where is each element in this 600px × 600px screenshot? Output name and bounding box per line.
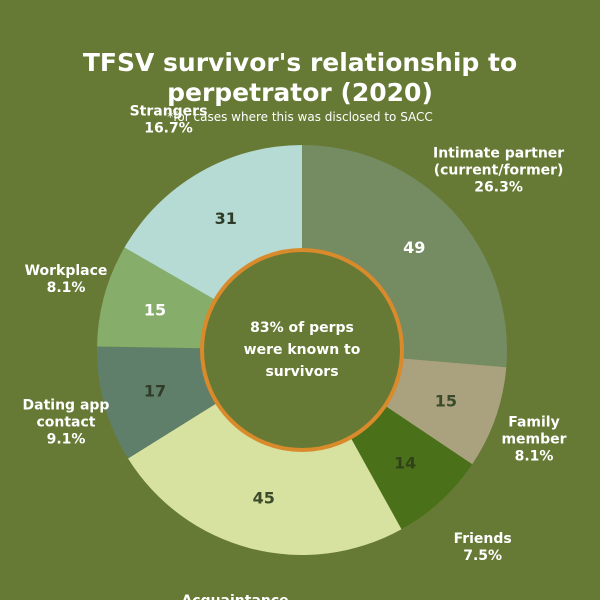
center-text-line: survivors (265, 364, 338, 380)
slice-label-friends: Friends 7.5% (454, 531, 512, 564)
center-text-line: were known to (244, 342, 361, 358)
value-label-family: 15 (435, 392, 457, 411)
slice-family (385, 358, 507, 465)
value-label-acquaintance: 45 (253, 489, 275, 508)
center-circle (200, 248, 404, 452)
center-text-line: 83% of perps (250, 320, 354, 336)
chart-title-line-1: TFSV survivor's relationship to (82, 48, 518, 77)
value-label-strangers: 31 (215, 209, 237, 228)
slice-dating-app (97, 346, 218, 459)
slice-intimate-partner (302, 145, 507, 368)
value-label-dating-app: 17 (144, 382, 166, 401)
slice-label-family: Family member 8.1% (501, 414, 566, 464)
chart-subtitle: *for cases where this was disclosed to S… (167, 110, 433, 124)
slice-workplace (97, 247, 216, 349)
slice-friends (350, 405, 473, 530)
slice-acquaintance (128, 402, 402, 555)
value-label-workplace: 15 (144, 300, 166, 319)
slice-label-strangers: Strangers 16.7% (130, 103, 208, 136)
chart-title-line-2: perpetrator (2020) (167, 78, 433, 107)
value-label-friends: 14 (394, 453, 416, 472)
slice-label-acquaintance: Acquaintance24.2% (181, 593, 288, 600)
slice-label-intimate-partner: Intimate partner (current/former) 26.3% (433, 145, 564, 195)
slice-label-dating-app: Dating app contact 9.1% (23, 397, 110, 447)
slice-label-workplace: Workplace 8.1% (25, 263, 108, 296)
value-label-intimate-partner: 49 (403, 238, 425, 257)
slice-strangers (124, 145, 303, 300)
